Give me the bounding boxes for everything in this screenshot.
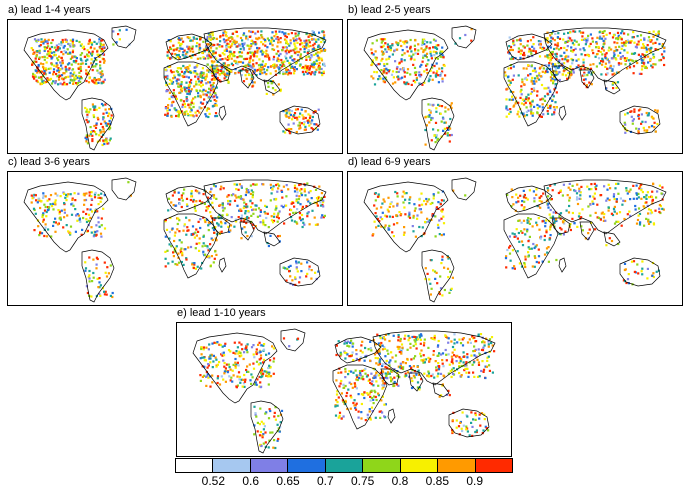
coastline-india xyxy=(239,221,255,241)
coastline-europe xyxy=(165,185,213,213)
world-map xyxy=(363,25,667,151)
world-map xyxy=(23,25,327,151)
colorbar-tick-label: 0.75 xyxy=(350,474,375,488)
coastline-madagascar xyxy=(558,105,567,121)
coastline-europe xyxy=(505,33,553,61)
coastline-australia xyxy=(619,105,661,135)
coastline-africa xyxy=(332,364,388,430)
panel-c-title: c) lead 3-6 years xyxy=(8,156,90,168)
coastline-north-america xyxy=(363,181,449,253)
colorbar-tick-label: 0.52 xyxy=(201,474,226,488)
coastline-north-america xyxy=(23,181,109,253)
coastline-se-asia xyxy=(263,79,281,95)
coastline-greenland xyxy=(451,25,477,49)
colorbar-swatch xyxy=(288,459,326,472)
colorbar xyxy=(175,458,513,473)
coastline-greenland xyxy=(280,328,306,352)
coastline-arabia xyxy=(211,217,231,235)
colorbar-swatch xyxy=(213,459,251,472)
coastline-india xyxy=(579,69,595,89)
coastline-africa xyxy=(503,213,559,279)
map-panel-a xyxy=(7,19,343,154)
skill-field xyxy=(30,28,327,147)
coastline-madagascar xyxy=(387,408,396,424)
world-map xyxy=(23,177,327,303)
coastline-arabia xyxy=(551,65,571,83)
colorbar-tick-label: 0.85 xyxy=(425,474,450,488)
coastline-greenland xyxy=(111,177,137,201)
colorbar-tick-label: 0.9 xyxy=(466,474,483,488)
map-panel-e xyxy=(176,322,512,457)
coastline-australia xyxy=(279,105,321,135)
coastline-africa xyxy=(163,213,219,279)
colorbar-swatch xyxy=(363,459,401,472)
coastline-africa xyxy=(503,61,559,127)
map-panel-c xyxy=(7,171,343,306)
coastline-south-america xyxy=(81,249,115,303)
colorbar-swatch xyxy=(438,459,476,472)
colorbar-tick-label: 0.8 xyxy=(391,474,409,488)
colorbar-tick-label: 0.65 xyxy=(276,474,300,488)
coastline-south-america xyxy=(421,249,455,303)
skill-field xyxy=(30,181,326,299)
coastline-africa xyxy=(163,61,219,127)
skill-field xyxy=(371,182,665,297)
coastline-asia xyxy=(543,179,667,235)
coastline-asia xyxy=(203,179,327,235)
coastline-europe xyxy=(334,336,382,364)
coastline-north-america xyxy=(363,29,449,101)
colorbar-swatch xyxy=(325,459,364,472)
coastline-se-asia xyxy=(603,231,621,247)
skill-field xyxy=(370,28,666,146)
coastline-greenland xyxy=(451,177,477,201)
coastline-india xyxy=(408,372,424,392)
coastline-europe xyxy=(165,33,213,61)
colorbar-tick-label: 0.7 xyxy=(316,474,334,488)
skill-field xyxy=(199,333,496,450)
coastline-arabia xyxy=(380,368,400,386)
coastline-se-asia xyxy=(603,79,621,95)
coastline-india xyxy=(579,221,595,241)
coastline-north-america xyxy=(23,29,109,101)
coastline-europe xyxy=(505,185,553,213)
coastline-asia xyxy=(543,27,667,83)
colorbar-swatch xyxy=(250,459,289,472)
panel-b-title: b) lead 2-5 years xyxy=(348,4,431,16)
coastline-australia xyxy=(279,257,321,287)
colorbar-swatch xyxy=(176,459,214,472)
coastline-greenland xyxy=(111,25,137,49)
coastline-se-asia xyxy=(263,231,281,247)
coastline-madagascar xyxy=(558,257,567,273)
coastline-south-america xyxy=(250,400,284,454)
coastline-asia xyxy=(372,330,496,386)
coastline-arabia xyxy=(211,65,231,83)
world-map xyxy=(192,328,496,454)
coastline-india xyxy=(239,69,255,89)
panel-d-title: d) lead 6-9 years xyxy=(348,156,431,168)
map-panel-d xyxy=(347,171,683,306)
coastline-madagascar xyxy=(218,105,227,121)
coastline-south-america xyxy=(81,97,115,151)
world-map xyxy=(363,177,667,303)
coastline-south-america xyxy=(421,97,455,151)
coastline-australia xyxy=(448,408,490,438)
coastline-asia xyxy=(203,27,327,83)
panel-e-title: e) lead 1-10 years xyxy=(177,307,266,319)
coastline-north-america xyxy=(192,332,278,404)
colorbar-tick-label: 0.6 xyxy=(242,474,259,488)
coastline-australia xyxy=(619,257,661,287)
colorbar-swatch xyxy=(400,459,439,472)
coastline-se-asia xyxy=(432,382,450,398)
panel-a-title: a) lead 1-4 years xyxy=(8,4,91,16)
map-panel-b xyxy=(347,19,683,154)
colorbar-swatch xyxy=(475,459,512,472)
coastline-madagascar xyxy=(218,257,227,273)
coastline-arabia xyxy=(551,217,571,235)
